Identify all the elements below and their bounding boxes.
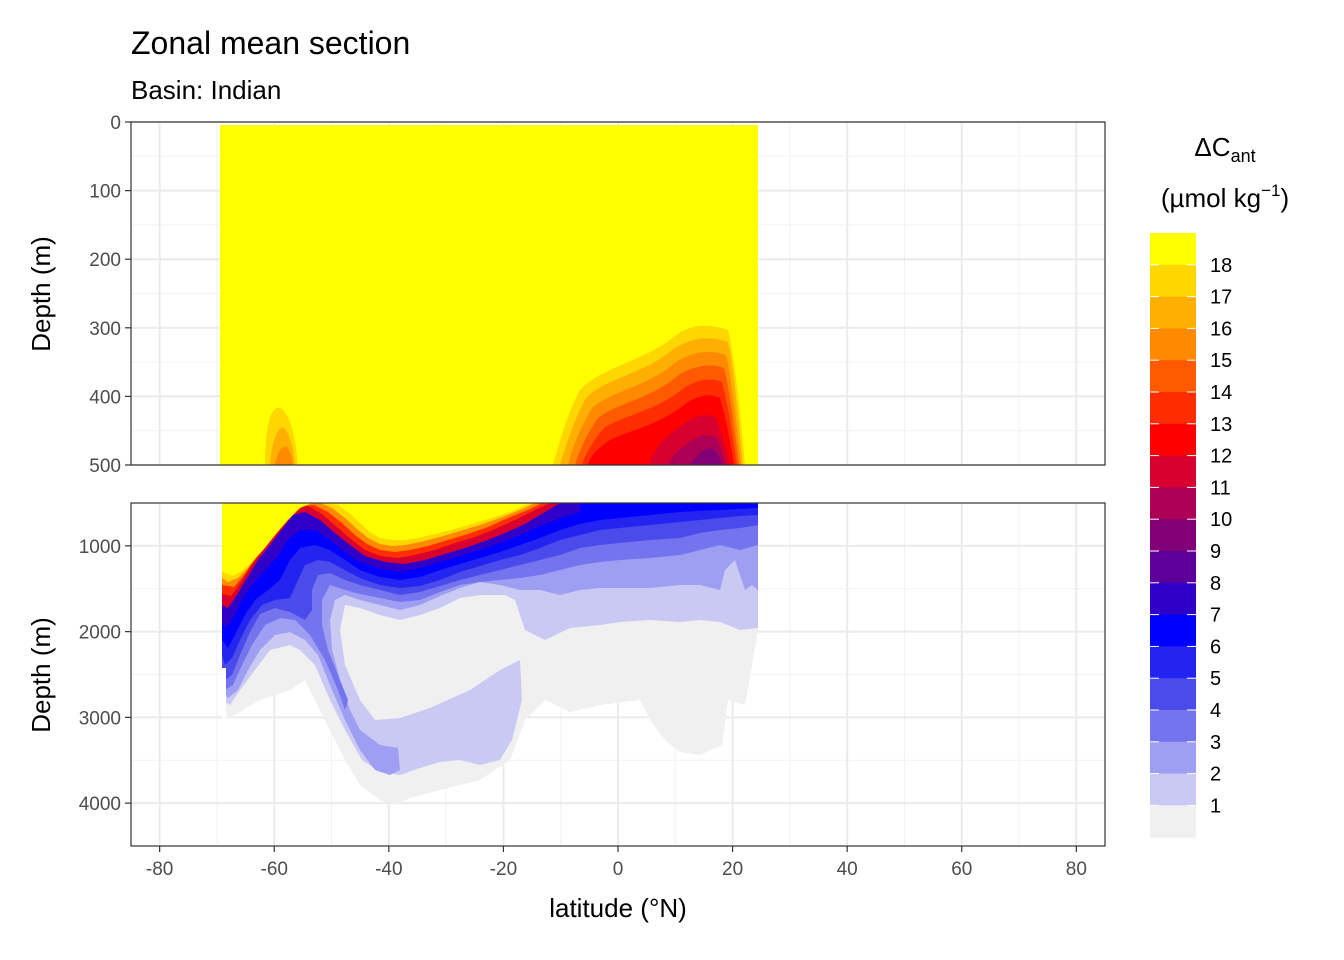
deep-depth-panel: 1000 2000 3000 4000	[79, 502, 1106, 847]
legend-swatch	[1150, 360, 1196, 393]
legend-unit-prefix: (µmol kg	[1161, 183, 1261, 213]
legend-break-label: 16	[1210, 318, 1232, 340]
y-tick-label: 200	[89, 250, 121, 271]
chart-title: Zonal mean section	[131, 25, 410, 61]
upper-panel-border	[130, 121, 1106, 466]
x-tick-label: 60	[951, 859, 972, 880]
legend-swatch	[1150, 455, 1196, 488]
legend-swatch	[1150, 519, 1196, 552]
y-tick-label: 500	[89, 456, 121, 477]
x-tick-label: -80	[146, 859, 173, 880]
legend-break-label: 1	[1210, 795, 1221, 817]
x-tick-label: -40	[375, 859, 402, 880]
y-tick-label: 400	[89, 387, 121, 408]
legend-swatch	[1150, 423, 1196, 457]
upper-panel-fill	[220, 125, 758, 465]
legend-unit-sup: −1	[1261, 181, 1280, 200]
legend-break-label: 17	[1210, 287, 1232, 309]
legend-break-label: 10	[1210, 509, 1232, 531]
y-axis-title-upper: Depth (m)	[26, 236, 56, 352]
legend-title-sub: ant	[1231, 146, 1256, 166]
upper-y-axis: 0 100 200 300 400 500	[89, 113, 131, 477]
legend-swatch	[1150, 582, 1196, 616]
legend-break-label: 12	[1210, 446, 1232, 468]
legend-color-bar	[1150, 233, 1196, 838]
legend-swatch	[1150, 773, 1196, 806]
legend-break-label: 18	[1210, 255, 1232, 277]
legend-title: ΔCant	[1194, 132, 1255, 166]
deep-y-axis: 1000 2000 3000 4000	[79, 537, 131, 815]
deep-panel-fill	[222, 503, 758, 805]
plume-60s-l15	[275, 446, 293, 465]
legend-swatch	[1150, 710, 1196, 743]
legend-swatch	[1150, 741, 1196, 775]
legend-break-label: 3	[1210, 732, 1221, 754]
y-axis-title-deep: Depth (m)	[26, 617, 56, 733]
legend-swatch	[1150, 296, 1196, 329]
x-axis: -80 -60 -40 -20 0 20 40 60 80	[146, 846, 1087, 880]
legend-break-label: 9	[1210, 541, 1221, 563]
legend-break-label: 8	[1210, 573, 1221, 595]
legend-swatch	[1150, 614, 1196, 647]
y-tick-label: 300	[89, 319, 121, 340]
legend-break-label: 5	[1210, 668, 1221, 690]
legend-break-label: 13	[1210, 414, 1232, 436]
chart-subtitle: Basin: Indian	[131, 75, 281, 105]
legend-title-main: ΔC	[1194, 132, 1230, 162]
deep-field-edge	[222, 668, 226, 718]
x-tick-label: 0	[613, 859, 624, 880]
legend-swatch	[1150, 264, 1196, 298]
legend-break-label: 4	[1210, 700, 1221, 722]
legend-break-label: 2	[1210, 764, 1221, 786]
y-tick-label: 3000	[79, 708, 121, 729]
legend-break-label: 6	[1210, 636, 1221, 658]
legend-swatch	[1150, 328, 1196, 361]
color-legend: ΔCant (µmol kg−1) 1817161514131211109876…	[1150, 132, 1289, 838]
x-axis-title: latitude (°N)	[549, 893, 687, 923]
legend-unit-suffix: )	[1280, 183, 1289, 213]
legend-break-label: 11	[1210, 477, 1231, 499]
y-tick-label: 2000	[79, 623, 121, 644]
x-tick-label: 40	[837, 859, 858, 880]
legend-unit: (µmol kg−1)	[1161, 181, 1289, 213]
x-tick-label: -20	[490, 859, 517, 880]
x-tick-label: -60	[261, 859, 288, 880]
y-tick-label: 0	[110, 113, 121, 134]
x-tick-label: 20	[722, 859, 743, 880]
legend-swatch	[1150, 551, 1196, 584]
upper-depth-panel: 0 100 200 300 400 500	[89, 113, 1106, 477]
y-tick-label: 4000	[79, 794, 121, 815]
legend-break-label: 14	[1210, 382, 1232, 404]
legend-break-label: 7	[1210, 605, 1221, 627]
legend-swatch	[1150, 805, 1196, 838]
x-tick-label: 80	[1066, 859, 1087, 880]
legend-swatch	[1150, 487, 1196, 520]
legend-swatch	[1150, 646, 1196, 679]
legend-swatch	[1150, 392, 1196, 425]
north-shoal-l9	[690, 448, 722, 465]
legend-break-label: 15	[1210, 350, 1232, 372]
y-tick-label: 1000	[79, 537, 121, 558]
legend-swatch	[1150, 233, 1196, 266]
legend-labels: 18 17 16 15 14 13 12 11 10 9 8 7 6 5 4 3 2 1	[1210, 255, 1232, 818]
deep-field-level-18	[222, 503, 530, 576]
legend-swatch	[1150, 678, 1196, 711]
y-tick-label: 100	[89, 182, 121, 203]
